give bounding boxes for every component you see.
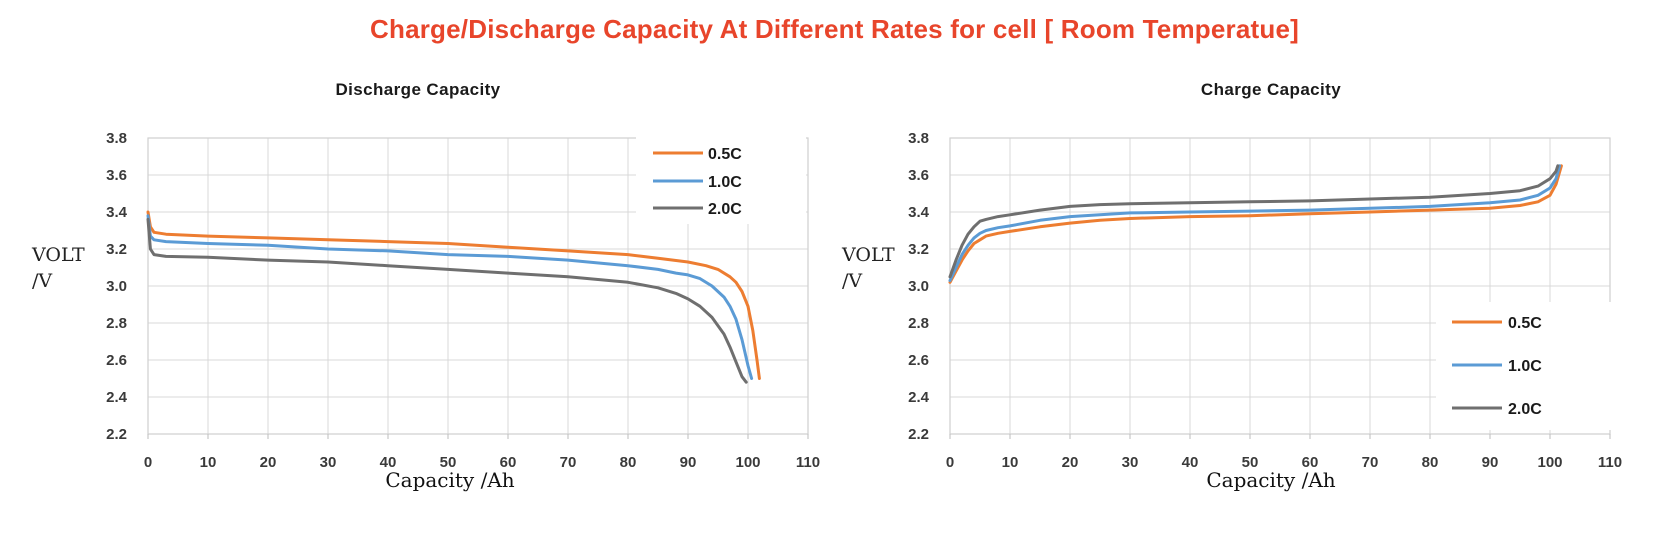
charge-chart-title: Charge Capacity	[1200, 80, 1342, 99]
legend-label-2.0C: 2.0C	[708, 201, 742, 218]
y-tick-label-2.2: 2.2	[908, 426, 929, 443]
x-tick-label-100: 100	[735, 454, 760, 471]
series-line-1.0C	[948, 164, 1562, 282]
charge-y-axis-label: VOLT /V	[842, 244, 895, 292]
x-tick-label-70: 70	[1362, 454, 1379, 471]
legend-label-2.0C: 2.0C	[1508, 401, 1542, 418]
y-tick-label-3.6: 3.6	[106, 167, 127, 184]
discharge-y-axis-label: VOLT /V	[32, 244, 85, 292]
y-tick-label-2.4: 2.4	[908, 389, 930, 406]
charge-chart: 3.8 3.6 3.4 3.2 3.0 2.8 2.6 2.4 2.2 0 10 20 30 40 50 60…	[838, 80, 1658, 540]
x-tick-label-20: 20	[1062, 454, 1079, 471]
x-tick-label-60: 60	[500, 454, 517, 471]
y-tick-label-3.0: 3.0	[106, 278, 127, 295]
series-line-1.0C	[146, 214, 754, 380]
x-tick-label-80: 80	[1422, 454, 1439, 471]
x-tick-label-90: 90	[680, 454, 697, 471]
y-tick-label-3.2: 3.2	[106, 241, 127, 258]
y-tick-label-2.8: 2.8	[106, 315, 127, 332]
x-tick-label-50: 50	[440, 454, 457, 471]
y-tick-label-2.6: 2.6	[908, 352, 929, 369]
y-tick-label-3.6: 3.6	[908, 167, 929, 184]
x-tick-label-60: 60	[1302, 454, 1319, 471]
discharge-chart: 3.8 3.6 3.4 3.2 3.0 2.8 2.6 2.4 2.2 0 10 20 30 40 50 60…	[20, 80, 820, 540]
series-line-0.5C	[146, 210, 761, 380]
x-tick-label-30: 30	[320, 454, 337, 471]
x-tick-label-30: 30	[1122, 454, 1139, 471]
x-tick-label-100: 100	[1537, 454, 1562, 471]
y-tick-label-2.6: 2.6	[106, 352, 127, 369]
legend-label-1.0C: 1.0C	[1508, 358, 1542, 375]
series-line-2.0C	[948, 164, 1560, 279]
series-line-0.5C	[948, 164, 1563, 284]
page-title: Charge/Discharge Capacity At Different R…	[370, 14, 1299, 44]
x-tick-label-0: 0	[144, 454, 152, 471]
legend-label-1.0C: 1.0C	[708, 174, 742, 191]
plot-border	[949, 137, 1611, 435]
x-tick-label-110: 110	[796, 454, 820, 471]
plot-border	[147, 137, 809, 435]
x-tick-label-90: 90	[1482, 454, 1499, 471]
x-tick-label-0: 0	[946, 454, 954, 471]
x-tick-label-50: 50	[1242, 454, 1259, 471]
discharge-plot: 3.8 3.6 3.4 3.2 3.0 2.8 2.6 2.4 2.2 0 10 20 30 40 50 60…	[106, 130, 820, 471]
x-tick-label-10: 10	[200, 454, 217, 471]
x-tick-label-80: 80	[620, 454, 637, 471]
x-tick-label-10: 10	[1002, 454, 1019, 471]
y-tick-label-3.0: 3.0	[908, 278, 929, 295]
y-tick-label-2.2: 2.2	[106, 426, 127, 443]
charge-x-axis-label: Capacity /Ah	[1206, 468, 1336, 492]
y-tick-label-2.4: 2.4	[106, 389, 128, 406]
legend-label-0.5C: 0.5C	[1508, 315, 1542, 332]
x-tick-label-40: 40	[1182, 454, 1199, 471]
y-tick-label-3.8: 3.8	[908, 130, 929, 147]
discharge-chart-title: Discharge Capacity	[335, 80, 501, 99]
x-tick-label-20: 20	[260, 454, 277, 471]
y-tick-label-2.8: 2.8	[908, 315, 929, 332]
x-tick-label-40: 40	[380, 454, 397, 471]
x-tick-label-70: 70	[560, 454, 577, 471]
discharge-x-axis-label: Capacity /Ah	[385, 468, 515, 492]
y-tick-label-3.4: 3.4	[908, 204, 930, 221]
y-tick-label-3.4: 3.4	[106, 204, 128, 221]
series-line-2.0C	[146, 217, 748, 384]
legend-label-0.5C: 0.5C	[708, 146, 742, 163]
y-tick-label-3.8: 3.8	[106, 130, 127, 147]
charge-plot: 3.8 3.6 3.4 3.2 3.0 2.8 2.6 2.4 2.2 0 10 20 30 40 50 60…	[908, 130, 1636, 471]
x-tick-label-110: 110	[1598, 454, 1622, 471]
y-tick-label-3.2: 3.2	[908, 241, 929, 258]
